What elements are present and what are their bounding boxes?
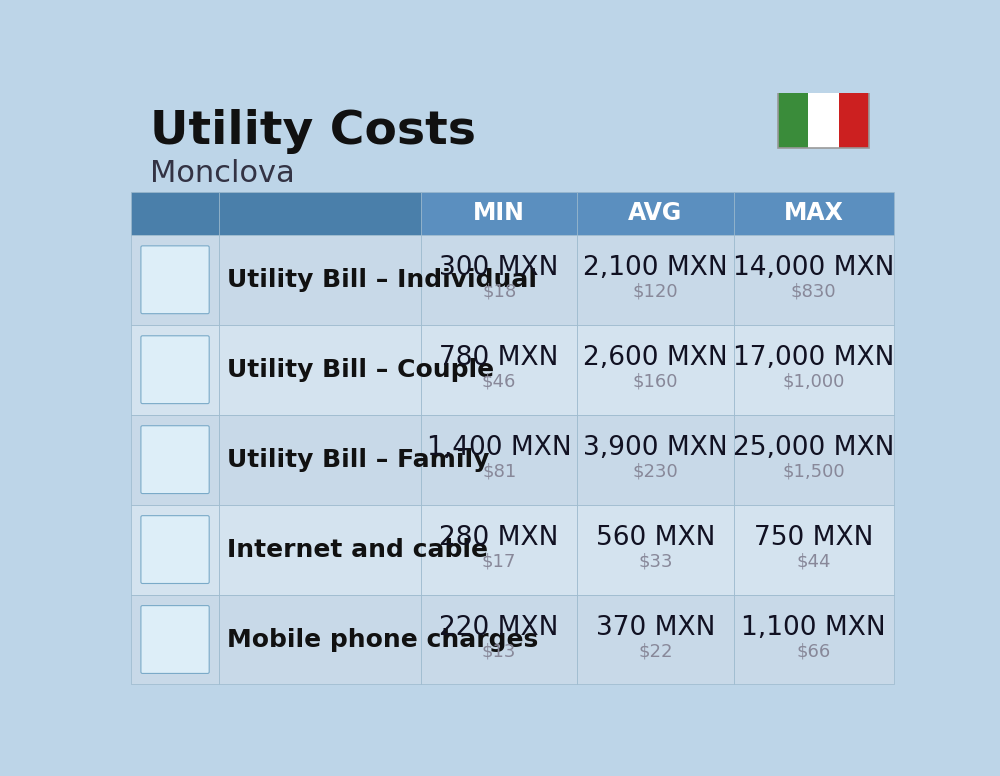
Bar (778, 88, 808, 147)
Text: $81: $81 (482, 462, 516, 480)
Text: $17: $17 (482, 553, 516, 570)
Bar (839, 88, 869, 147)
Bar (577, 594, 734, 684)
Text: 1,100 MXN: 1,100 MXN (741, 615, 886, 641)
Bar (577, 324, 734, 414)
Text: Monclova: Monclova (150, 159, 295, 189)
Text: 3,900 MXN: 3,900 MXN (583, 435, 728, 461)
Text: Utility Bill – Couple: Utility Bill – Couple (227, 358, 494, 382)
Text: $1,500: $1,500 (782, 462, 845, 480)
Text: $18: $18 (482, 282, 516, 300)
Bar (734, 192, 894, 235)
Bar (734, 594, 894, 684)
Text: $160: $160 (633, 372, 678, 390)
Bar (577, 414, 734, 504)
FancyBboxPatch shape (141, 336, 209, 404)
Text: $33: $33 (638, 553, 673, 570)
Text: Mobile phone charges: Mobile phone charges (227, 628, 538, 652)
Bar (219, 414, 421, 504)
Text: 300 MXN: 300 MXN (439, 255, 559, 281)
Text: 17,000 MXN: 17,000 MXN (733, 345, 894, 371)
Bar (219, 324, 421, 414)
Text: 780 MXN: 780 MXN (439, 345, 559, 371)
Bar (421, 594, 577, 684)
Bar (131, 414, 219, 504)
FancyBboxPatch shape (141, 246, 209, 314)
Text: MAX: MAX (784, 201, 844, 225)
FancyBboxPatch shape (141, 516, 209, 584)
Bar (131, 594, 219, 684)
Bar (219, 594, 421, 684)
Text: 370 MXN: 370 MXN (596, 615, 715, 641)
Bar (734, 235, 894, 324)
Text: $120: $120 (633, 282, 678, 300)
FancyBboxPatch shape (141, 426, 209, 494)
Text: $230: $230 (633, 462, 678, 480)
Text: $22: $22 (638, 643, 673, 660)
Bar (421, 504, 577, 594)
Bar (131, 235, 219, 324)
Text: 2,600 MXN: 2,600 MXN (583, 345, 728, 371)
Text: 2,100 MXN: 2,100 MXN (583, 255, 728, 281)
Text: 14,000 MXN: 14,000 MXN (733, 255, 894, 281)
Bar (734, 504, 894, 594)
Bar (219, 504, 421, 594)
Bar (734, 324, 894, 414)
Text: $66: $66 (797, 643, 831, 660)
FancyBboxPatch shape (141, 605, 209, 674)
Text: 280 MXN: 280 MXN (439, 525, 559, 551)
Bar (577, 504, 734, 594)
Bar (421, 192, 577, 235)
Text: $13: $13 (482, 643, 516, 660)
Text: 750 MXN: 750 MXN (754, 525, 873, 551)
Bar (131, 192, 219, 235)
Bar (219, 235, 421, 324)
Text: MIN: MIN (473, 201, 525, 225)
Text: Utility Bill – Family: Utility Bill – Family (227, 448, 489, 472)
Text: $44: $44 (796, 553, 831, 570)
Text: 560 MXN: 560 MXN (596, 525, 715, 551)
Text: AVG: AVG (628, 201, 683, 225)
Text: $1,000: $1,000 (783, 372, 845, 390)
Text: Utility Bill – Individual: Utility Bill – Individual (227, 268, 537, 292)
Text: $46: $46 (482, 372, 516, 390)
Bar (421, 235, 577, 324)
Text: 1,400 MXN: 1,400 MXN (427, 435, 571, 461)
Bar (778, 88, 869, 147)
Bar (734, 414, 894, 504)
Bar (219, 192, 421, 235)
Text: 220 MXN: 220 MXN (439, 615, 559, 641)
Bar (131, 324, 219, 414)
Text: 25,000 MXN: 25,000 MXN (733, 435, 894, 461)
Bar (577, 235, 734, 324)
Bar (131, 504, 219, 594)
Bar (577, 192, 734, 235)
Text: Utility Costs: Utility Costs (150, 109, 476, 154)
Bar (421, 414, 577, 504)
Text: $830: $830 (791, 282, 837, 300)
Text: Internet and cable: Internet and cable (227, 538, 488, 562)
Bar (421, 324, 577, 414)
Bar (808, 88, 839, 147)
